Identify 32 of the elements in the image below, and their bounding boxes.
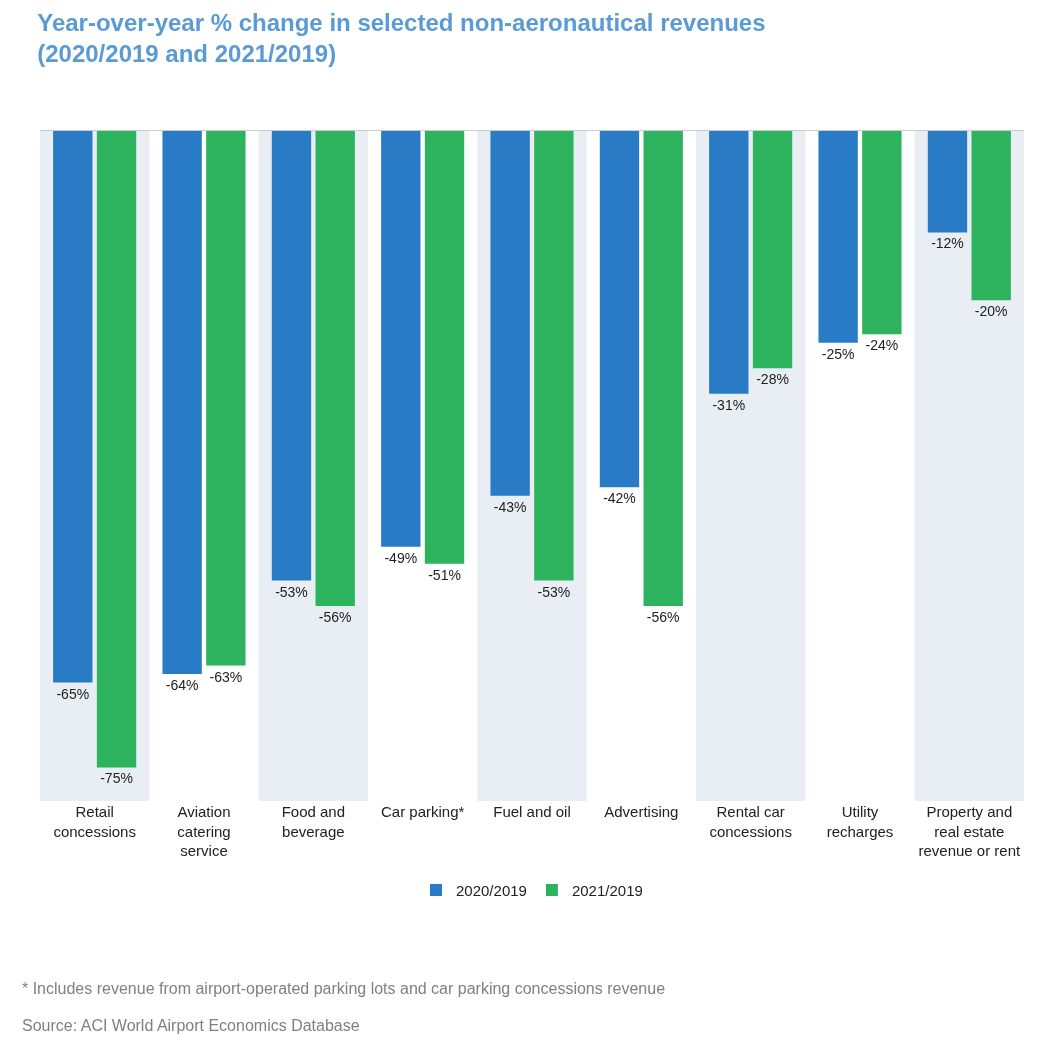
data-label: -75% — [100, 770, 133, 787]
data-label: -51% — [428, 566, 461, 583]
legend-label: 2021/2019 — [571, 881, 643, 899]
source-note: Source: ACI World Airport Economics Database — [22, 1017, 360, 1034]
data-label: -25% — [821, 345, 855, 362]
data-label: -65% — [56, 685, 90, 702]
data-label: -53% — [275, 583, 308, 600]
data-label: -20% — [974, 303, 1008, 320]
data-label: -53% — [537, 583, 571, 600]
data-label: -28% — [756, 371, 789, 388]
x-tick-label: Car parking* — [380, 803, 465, 820]
data-label: -42% — [603, 490, 636, 507]
x-tick-label: Food and beverage — [281, 803, 346, 840]
x-tick-label: Aviation catering service — [177, 803, 231, 859]
text: * Includes revenue from airport-operated parking lots and car parking concessions revenue — [22, 980, 666, 997]
legend-label: 2020/2019 — [456, 881, 527, 899]
data-label: -63% — [209, 668, 243, 685]
x-tick-label: Rental car concessions — [709, 803, 792, 840]
x-tick-label: Property and real estate revenue or rent — [918, 803, 1022, 859]
data-label: -56% — [646, 609, 680, 626]
data-label: -12% — [931, 235, 964, 252]
x-tick-label: Utility recharges — [826, 803, 894, 840]
data-label: -43% — [493, 498, 527, 515]
x-tick-label: Fuel and oil — [493, 803, 571, 820]
x-tick-label: Retail concessions — [53, 803, 136, 840]
chart-title: Year-over-year % change in selected non-aeronautical revenues (2020/2019 and 2021/2019) — [37, 9, 766, 68]
data-label: -31% — [712, 396, 746, 413]
data-label: -64% — [165, 677, 199, 694]
x-tick-label: Advertising — [604, 803, 679, 820]
data-label: -49% — [384, 549, 418, 566]
data-label: -56% — [318, 609, 352, 626]
data-label: -24% — [865, 337, 899, 354]
